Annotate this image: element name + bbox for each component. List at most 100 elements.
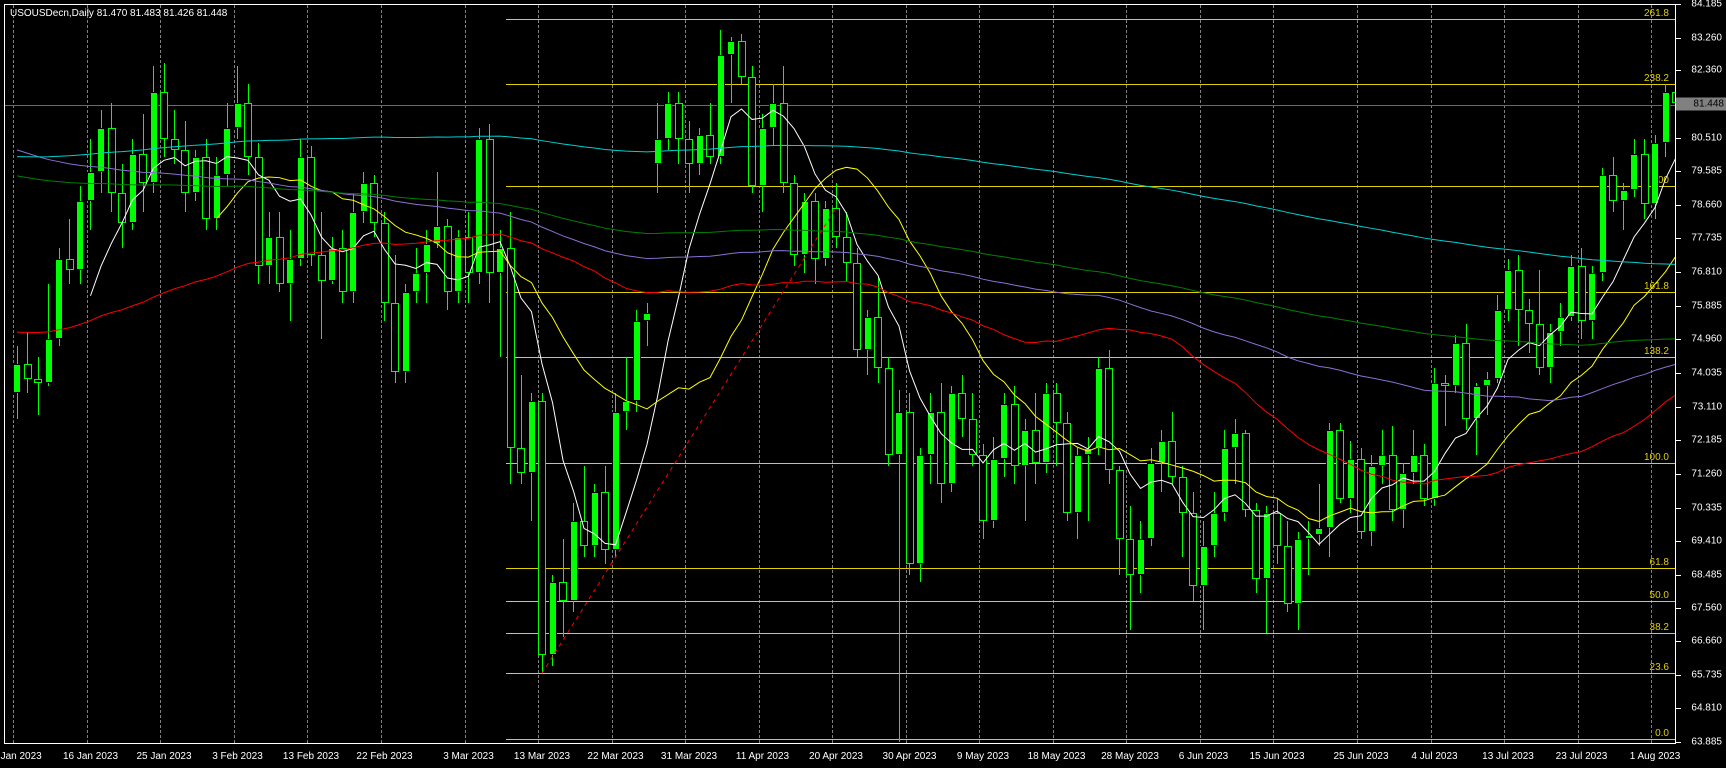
candle-body[interactable] bbox=[864, 317, 872, 350]
candle-body[interactable] bbox=[580, 521, 588, 546]
candle-body[interactable] bbox=[255, 157, 263, 266]
candle-body[interactable] bbox=[34, 379, 42, 383]
candle-body[interactable] bbox=[601, 492, 609, 550]
candle-body[interactable] bbox=[496, 248, 504, 273]
candle-body[interactable] bbox=[1578, 266, 1586, 321]
candle-body[interactable] bbox=[1231, 433, 1239, 448]
candle-body[interactable] bbox=[822, 208, 830, 259]
candle-body[interactable] bbox=[1221, 448, 1229, 513]
candle-body[interactable] bbox=[1620, 190, 1628, 201]
candle-body[interactable] bbox=[66, 259, 74, 270]
candle-body[interactable] bbox=[97, 128, 105, 172]
candle-body[interactable] bbox=[1273, 513, 1281, 546]
candle-body[interactable] bbox=[559, 582, 567, 600]
candle-body[interactable] bbox=[1074, 455, 1082, 513]
candle-body[interactable] bbox=[1630, 154, 1638, 190]
fib-line[interactable] bbox=[506, 633, 1675, 634]
candle-body[interactable] bbox=[1200, 546, 1208, 586]
candle-body[interactable] bbox=[13, 364, 21, 393]
candle-wick[interactable] bbox=[174, 110, 175, 165]
candle-body[interactable] bbox=[55, 259, 63, 339]
candle-body[interactable] bbox=[1021, 430, 1029, 466]
candle-body[interactable] bbox=[1063, 423, 1071, 514]
candle-body[interactable] bbox=[969, 419, 977, 455]
candle-body[interactable] bbox=[937, 412, 945, 485]
candle-body[interactable] bbox=[958, 393, 966, 418]
candle-wick[interactable] bbox=[626, 357, 627, 430]
candle-body[interactable] bbox=[286, 259, 294, 284]
fib-line[interactable] bbox=[506, 739, 1675, 740]
candle-body[interactable] bbox=[1378, 455, 1386, 466]
candle-body[interactable] bbox=[1662, 92, 1670, 143]
candle-body[interactable] bbox=[654, 139, 662, 164]
candle-body[interactable] bbox=[927, 412, 935, 456]
candle-body[interactable] bbox=[832, 208, 840, 237]
candle-body[interactable] bbox=[1326, 430, 1334, 528]
candle-body[interactable] bbox=[1137, 539, 1145, 575]
candle-body[interactable] bbox=[118, 193, 126, 222]
candle-body[interactable] bbox=[1242, 433, 1250, 509]
candle-body[interactable] bbox=[244, 103, 252, 158]
candle-body[interactable] bbox=[990, 459, 998, 521]
fib-line[interactable] bbox=[506, 292, 1675, 293]
candle-body[interactable] bbox=[24, 364, 32, 379]
candle-body[interactable] bbox=[727, 41, 735, 56]
candle-body[interactable] bbox=[1095, 368, 1103, 448]
candle-body[interactable] bbox=[696, 135, 704, 164]
plot-area[interactable]: 261.8238.2200161.8138.2100.061.850.038.2… bbox=[5, 5, 1675, 743]
candle-body[interactable] bbox=[1651, 143, 1659, 205]
candle-body[interactable] bbox=[1168, 441, 1176, 477]
candle-wick[interactable] bbox=[69, 219, 70, 284]
candle-body[interactable] bbox=[486, 139, 494, 274]
candle-body[interactable] bbox=[570, 521, 578, 601]
candle-body[interactable] bbox=[948, 393, 956, 484]
candle-body[interactable] bbox=[276, 237, 284, 284]
candle-body[interactable] bbox=[1032, 430, 1040, 463]
candle-body[interactable] bbox=[1420, 455, 1428, 499]
candle-wick[interactable] bbox=[38, 357, 39, 415]
candle-wick[interactable] bbox=[647, 303, 648, 347]
candle-body[interactable] bbox=[1105, 368, 1113, 470]
fib-line[interactable] bbox=[506, 84, 1675, 85]
candle-body[interactable] bbox=[1189, 513, 1197, 586]
fib-line[interactable] bbox=[506, 186, 1675, 187]
candle-body[interactable] bbox=[622, 401, 630, 412]
candle-body[interactable] bbox=[297, 157, 305, 259]
candle-body[interactable] bbox=[1042, 393, 1050, 462]
candle-body[interactable] bbox=[1011, 404, 1019, 466]
candle-body[interactable] bbox=[1000, 404, 1008, 459]
candle-body[interactable] bbox=[1609, 175, 1617, 200]
candle-body[interactable] bbox=[1357, 459, 1365, 532]
candle-body[interactable] bbox=[444, 226, 452, 291]
candle-wick[interactable] bbox=[1319, 484, 1320, 546]
candle-body[interactable] bbox=[1588, 273, 1596, 320]
candle-body[interactable] bbox=[874, 317, 882, 368]
candle-body[interactable] bbox=[171, 139, 179, 150]
candle-body[interactable] bbox=[717, 55, 725, 157]
candle-body[interactable] bbox=[454, 237, 462, 292]
candle-body[interactable] bbox=[811, 201, 819, 259]
candle-body[interactable] bbox=[465, 237, 473, 273]
candle-body[interactable] bbox=[1389, 455, 1397, 510]
candle-body[interactable] bbox=[664, 103, 672, 139]
candle-wick[interactable] bbox=[1529, 299, 1530, 354]
candle-body[interactable] bbox=[108, 128, 116, 193]
candle-body[interactable] bbox=[328, 248, 336, 281]
candle-body[interactable] bbox=[591, 492, 599, 547]
candle-body[interactable] bbox=[1546, 332, 1554, 368]
candle-body[interactable] bbox=[160, 92, 168, 139]
candle-body[interactable] bbox=[1557, 317, 1565, 332]
candle-body[interactable] bbox=[1147, 463, 1155, 539]
candle-body[interactable] bbox=[1441, 383, 1449, 387]
fib-line[interactable] bbox=[506, 463, 1675, 464]
candle-body[interactable] bbox=[1053, 393, 1061, 422]
candle-body[interactable] bbox=[549, 582, 557, 655]
candle-body[interactable] bbox=[1347, 459, 1355, 499]
candle-body[interactable] bbox=[87, 172, 95, 201]
candle-body[interactable] bbox=[1483, 379, 1491, 386]
candle-body[interactable] bbox=[748, 77, 756, 186]
candle-body[interactable] bbox=[181, 150, 189, 194]
fib-line[interactable] bbox=[506, 601, 1675, 602]
candle-body[interactable] bbox=[339, 248, 347, 292]
candle-body[interactable] bbox=[612, 412, 620, 550]
